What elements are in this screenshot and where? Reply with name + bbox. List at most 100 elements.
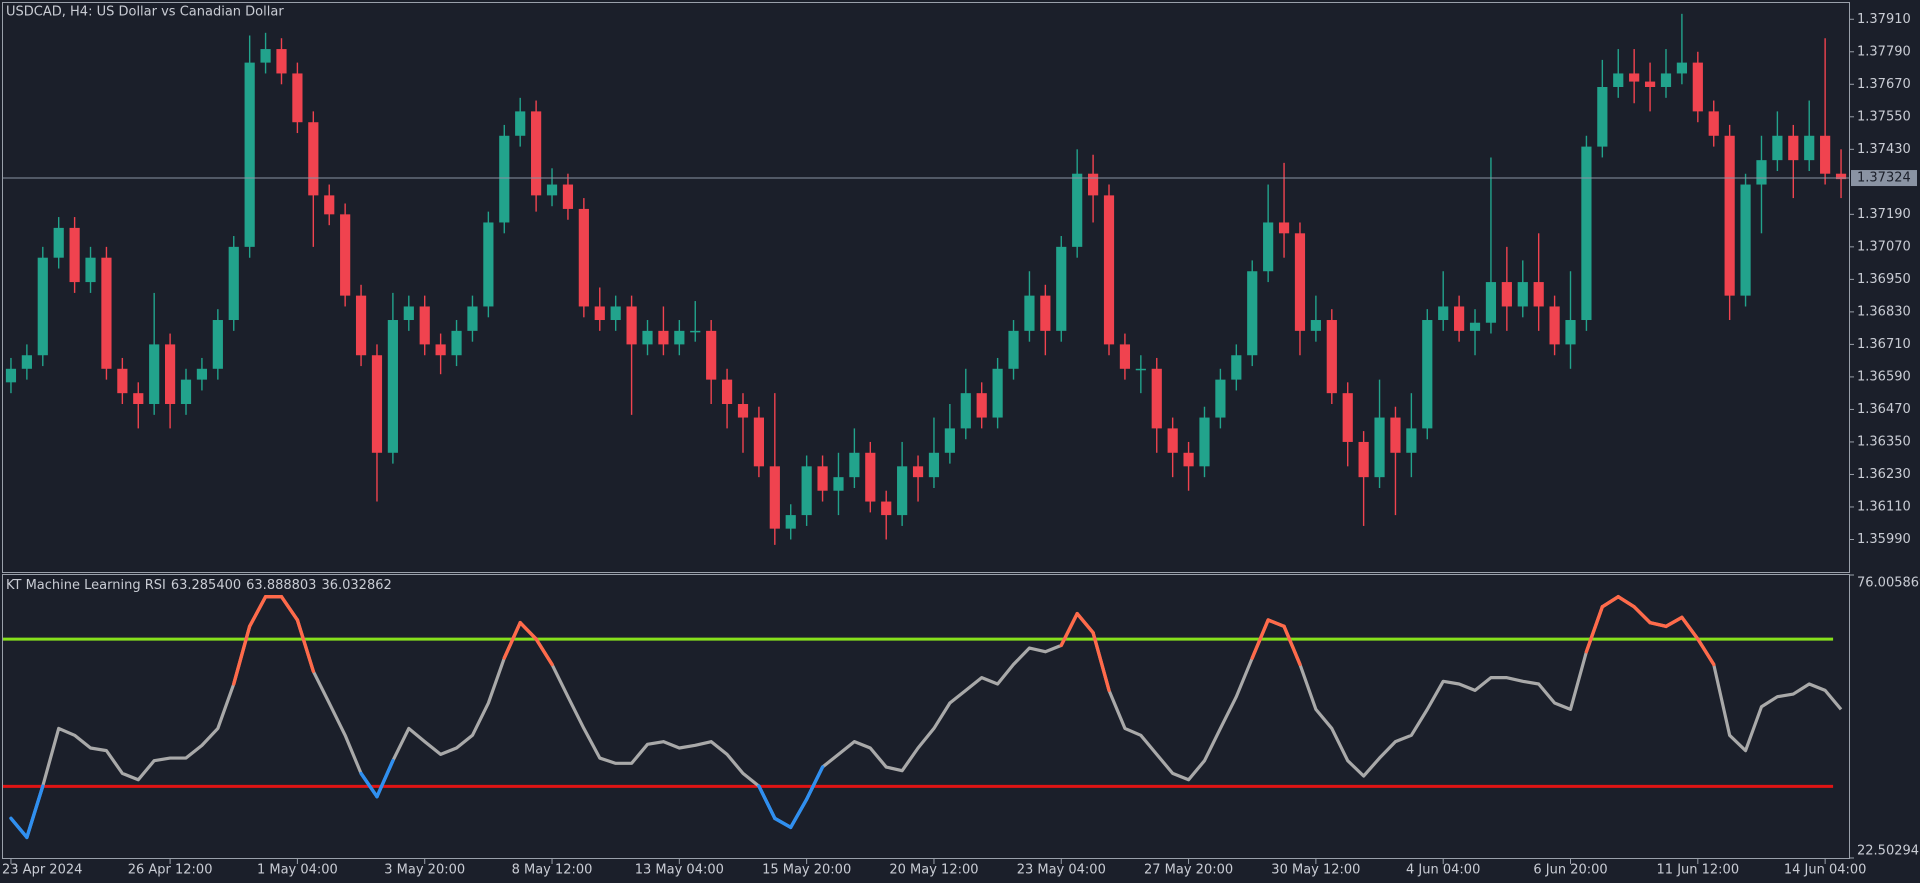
candle-body [1820, 135, 1831, 174]
rsi-zone-segment [804, 765, 825, 802]
candle-body [1644, 81, 1656, 87]
candle-body [133, 393, 144, 405]
x-tick-label: 15 May 20:00 [762, 863, 851, 878]
candle-body [1692, 62, 1703, 112]
candle-body [562, 184, 574, 209]
rsi-zone-segment [1600, 595, 1620, 609]
x-tick-label: 27 May 20:00 [1144, 863, 1233, 878]
indicator-value: 63.888803 [246, 578, 316, 593]
candle-body [355, 295, 367, 356]
y-tick-label: 76.005869 [1857, 576, 1920, 591]
candle-body [1517, 282, 1528, 307]
candle-body [1342, 393, 1353, 442]
rsi-zone-segment [757, 784, 777, 821]
candle-body [690, 330, 701, 333]
rsi-line [9, 595, 1843, 839]
candle-body [1772, 135, 1783, 161]
candle-body [483, 222, 494, 307]
candle-body [1310, 320, 1321, 331]
indicator-value: 63.285400 [171, 578, 241, 593]
candle-body [1263, 222, 1274, 272]
y-tick-label: 1.35990 [1857, 532, 1911, 547]
x-tick-label: 20 May 12:00 [889, 863, 978, 878]
candle-body [85, 257, 96, 283]
candle-body [292, 73, 303, 123]
candle-body [626, 306, 637, 345]
candle-body [371, 355, 383, 453]
candle-body [1422, 320, 1433, 429]
candle-body [801, 466, 812, 516]
candle-body [674, 330, 685, 345]
y-tick-label: 1.36110 [1857, 499, 1911, 514]
candle-body [1406, 428, 1417, 453]
rsi-zone-segment [279, 595, 300, 622]
x-tick-label: 3 May 20:00 [384, 863, 465, 878]
price-panel [2, 2, 1850, 573]
candle-body [1278, 222, 1290, 234]
rsi-zone-segment [789, 797, 809, 830]
candle-body [1724, 135, 1735, 296]
x-tick-label: 14 Jun 04:00 [1784, 863, 1867, 878]
candle-body [196, 368, 208, 380]
candle-body [578, 208, 589, 307]
candle-body [610, 306, 621, 321]
candle-body [594, 306, 605, 321]
rsi-zone-segment [1059, 611, 1079, 648]
y-tick-label: 1.37190 [1857, 207, 1911, 222]
candle-body [897, 466, 908, 516]
candle-body [1581, 146, 1592, 321]
candle-body [515, 111, 526, 136]
candle-body [53, 227, 64, 258]
x-tick-label: 30 May 12:00 [1271, 863, 1360, 878]
rsi-zone-segment [1266, 618, 1286, 629]
x-tick-label: 23 Apr 2024 [2, 863, 82, 878]
candle-body [706, 330, 717, 380]
y-tick-label: 1.36590 [1857, 369, 1911, 384]
candle-body [546, 184, 558, 196]
candle-body [944, 428, 955, 453]
candle-body [5, 368, 17, 383]
candle-body [785, 515, 796, 529]
rsi-zone-segment [1584, 605, 1605, 654]
candle-body [1835, 173, 1847, 180]
rsi-zone-segment [1616, 595, 1636, 609]
candle-body [1326, 320, 1337, 394]
candle-body [1088, 173, 1099, 196]
candle-body [817, 466, 828, 491]
indicator-value: 36.032862 [321, 578, 391, 593]
candle-body [1565, 320, 1576, 345]
candle-body [1135, 368, 1146, 371]
candle-body [960, 393, 971, 429]
rsi-zone-segment [1250, 618, 1270, 660]
rsi-zone-segment [232, 624, 252, 686]
candle-body [849, 452, 860, 478]
x-tick-label: 6 Jun 20:00 [1533, 863, 1607, 878]
rsi-zone-segment [295, 618, 316, 673]
x-tick-label: 11 Jun 12:00 [1657, 863, 1740, 878]
candle-body [101, 257, 112, 369]
rsi-zone-segment [1680, 615, 1700, 641]
rsi-zone-segment [25, 784, 45, 840]
candle-body [180, 379, 192, 405]
candle-body [276, 49, 287, 74]
candle-body [403, 306, 414, 321]
candle-body [1485, 282, 1497, 323]
candle-body [149, 344, 160, 405]
y-tick-label: 1.36230 [1857, 467, 1911, 482]
candle-body [1469, 322, 1481, 331]
rsi-zone-segment [518, 620, 538, 641]
candle-body [928, 452, 940, 478]
candle-body [1390, 417, 1401, 453]
candle-body [1167, 428, 1178, 453]
candle-body [1676, 62, 1687, 74]
rsi-zone-segment [1696, 637, 1716, 667]
candle-body [737, 404, 749, 418]
candle-body [1231, 355, 1242, 380]
current-price-box [1851, 170, 1917, 187]
candle-body [992, 368, 1003, 418]
indicator-title: KT Machine Learning RSI [6, 578, 166, 593]
candle-body [1103, 195, 1115, 345]
candle-body [1438, 306, 1449, 321]
